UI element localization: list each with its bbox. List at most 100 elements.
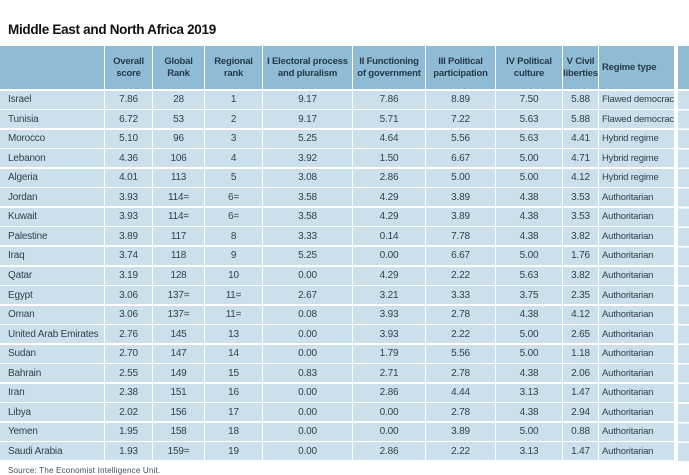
- cell-culture: 5.00: [495, 325, 562, 344]
- cell-participation: 4.44: [425, 383, 495, 402]
- table-row: Yemen 1.95 158 18 0.00 0.00 3.89 5.00 0.88 Author…: [0, 422, 674, 441]
- cell-country: Bahrain: [8, 367, 42, 379]
- table-row: Egypt 3.06 137= 11= 2.67 3.21 3.33 3.75 2.35 Auth…: [0, 286, 674, 305]
- cell-regime: Authoritarian: [598, 442, 674, 461]
- table-row: Libya 2.02 156 17 0.00 0.00 2.78 4.38 2.94 Author…: [0, 403, 674, 422]
- cell-liberties: 2.94: [562, 403, 598, 422]
- cell-regional: 11=: [204, 286, 262, 305]
- cell-culture: 5.63: [495, 129, 562, 148]
- cell-regime: Authoritarian: [598, 246, 674, 265]
- cell-regional: 8: [204, 227, 262, 246]
- cell-electoral: 2.67: [262, 286, 352, 305]
- cell-functioning: 4.29: [352, 266, 425, 285]
- cell-functioning: 4.29: [352, 188, 425, 207]
- cell-regime: Authoritarian: [598, 286, 674, 305]
- cell-participation: 2.78: [425, 305, 495, 324]
- cell-global: 128: [152, 266, 204, 285]
- table-body: Israel 7.86 28 1 9.17 7.86 8.89 7.50 5.88 Flawed …: [0, 90, 674, 461]
- cell-regime: Authoritarian: [598, 325, 674, 344]
- cell-regional: 13: [204, 325, 262, 344]
- cell-global: 151: [152, 383, 204, 402]
- cropped-column-sliver-body: [678, 90, 689, 462]
- cell-regional: 2: [204, 110, 262, 129]
- column-header-liberties: V Civil liberties: [562, 46, 598, 89]
- cell-overall: 3.06: [104, 305, 152, 324]
- cell-participation: 5.56: [425, 129, 495, 148]
- cell-overall: 5.10: [104, 129, 152, 148]
- table-row: Kuwait 3.93 114= 6= 3.58 4.29 3.89 4.38 3.53 Auth…: [0, 207, 674, 226]
- cell-regime: Authoritarian: [598, 422, 674, 441]
- table-row: Algeria 4.01 113 5 3.08 2.86 5.00 5.00 4.12 Hybri…: [0, 168, 674, 187]
- cell-culture: 5.00: [495, 149, 562, 168]
- cell-participation: 6.67: [425, 246, 495, 265]
- cell-participation: 2.22: [425, 266, 495, 285]
- cell-liberties: 3.53: [562, 207, 598, 226]
- cell-regional: 9: [204, 246, 262, 265]
- cell-electoral: 3.58: [262, 207, 352, 226]
- cell-regional: 14: [204, 344, 262, 363]
- cell-culture: 5.63: [495, 266, 562, 285]
- cell-culture: 4.38: [495, 188, 562, 207]
- table-row: Qatar 3.19 128 10 0.00 4.29 2.22 5.63 3.82 Author…: [0, 266, 674, 285]
- column-header-country: [0, 46, 104, 89]
- cell-overall: 2.38: [104, 383, 152, 402]
- cell-electoral: 9.17: [262, 110, 352, 129]
- cell-overall: 3.93: [104, 188, 152, 207]
- table-row: Morocco 5.10 96 3 5.25 4.64 5.56 5.63 4.41 Hybrid…: [0, 129, 674, 148]
- cell-electoral: 9.17: [262, 90, 352, 109]
- cell-functioning: 2.86: [352, 168, 425, 187]
- cell-regime: Authoritarian: [598, 227, 674, 246]
- column-header-regime: Regime type: [598, 46, 674, 89]
- cell-country: Egypt: [8, 289, 33, 301]
- cell-electoral: 0.00: [262, 344, 352, 363]
- cell-culture: 5.63: [495, 110, 562, 129]
- cell-regional: 11=: [204, 305, 262, 324]
- table-row: United Arab Emirates 2.76 145 13 0.00 3.93 2.2…: [0, 325, 674, 344]
- cell-regime: Authoritarian: [598, 207, 674, 226]
- cell-functioning: 0.00: [352, 422, 425, 441]
- cell-regional: 5: [204, 168, 262, 187]
- cell-global: 156: [152, 403, 204, 422]
- cell-overall: 3.89: [104, 227, 152, 246]
- cell-regional: 10: [204, 266, 262, 285]
- cell-regional: 18: [204, 422, 262, 441]
- cell-functioning: 4.64: [352, 129, 425, 148]
- cell-overall: 4.01: [104, 168, 152, 187]
- column-header-electoral: I Electoral process and pluralism: [262, 46, 352, 89]
- cell-functioning: 2.86: [352, 383, 425, 402]
- cell-global: 114=: [152, 188, 204, 207]
- cell-electoral: 3.33: [262, 227, 352, 246]
- column-header-global: Global Rank: [152, 46, 204, 89]
- table-row: Jordan 3.93 114= 6= 3.58 4.29 3.89 4.38 3.53 Auth…: [0, 188, 674, 207]
- cell-regime: Flawed democracy: [598, 110, 674, 129]
- cell-country: Libya: [8, 406, 31, 418]
- cell-liberties: 3.82: [562, 227, 598, 246]
- cell-overall: 3.19: [104, 266, 152, 285]
- cell-regional: 15: [204, 364, 262, 383]
- cell-overall: 6.72: [104, 110, 152, 129]
- cell-regional: 3: [204, 129, 262, 148]
- cell-country: Kuwait: [8, 211, 37, 223]
- cell-functioning: 3.21: [352, 286, 425, 305]
- table-row: Lebanon 4.36 106 4 3.92 1.50 6.67 5.00 4.71 Hybri…: [0, 149, 674, 168]
- cell-electoral: 3.08: [262, 168, 352, 187]
- cell-participation: 2.22: [425, 442, 495, 461]
- cell-global: 118: [152, 246, 204, 265]
- cell-participation: 3.33: [425, 286, 495, 305]
- cell-regime: Hybrid regime: [598, 168, 674, 187]
- cell-participation: 8.89: [425, 90, 495, 109]
- table-row: Bahrain 2.55 149 15 0.83 2.71 2.78 4.38 2.06 Auth…: [0, 364, 674, 383]
- cell-country: Yemen: [8, 426, 38, 438]
- cell-participation: 3.89: [425, 207, 495, 226]
- democracy-index-table: Overall score Global Rank Regional rank I E…: [0, 46, 674, 462]
- cell-culture: 4.38: [495, 227, 562, 246]
- cell-functioning: 3.93: [352, 305, 425, 324]
- cell-global: 114=: [152, 207, 204, 226]
- cell-country: Oman: [8, 309, 35, 321]
- cell-overall: 2.70: [104, 344, 152, 363]
- cell-participation: 6.67: [425, 149, 495, 168]
- cell-electoral: 5.25: [262, 129, 352, 148]
- cell-regional: 16: [204, 383, 262, 402]
- cell-overall: 7.86: [104, 90, 152, 109]
- cell-overall: 3.06: [104, 286, 152, 305]
